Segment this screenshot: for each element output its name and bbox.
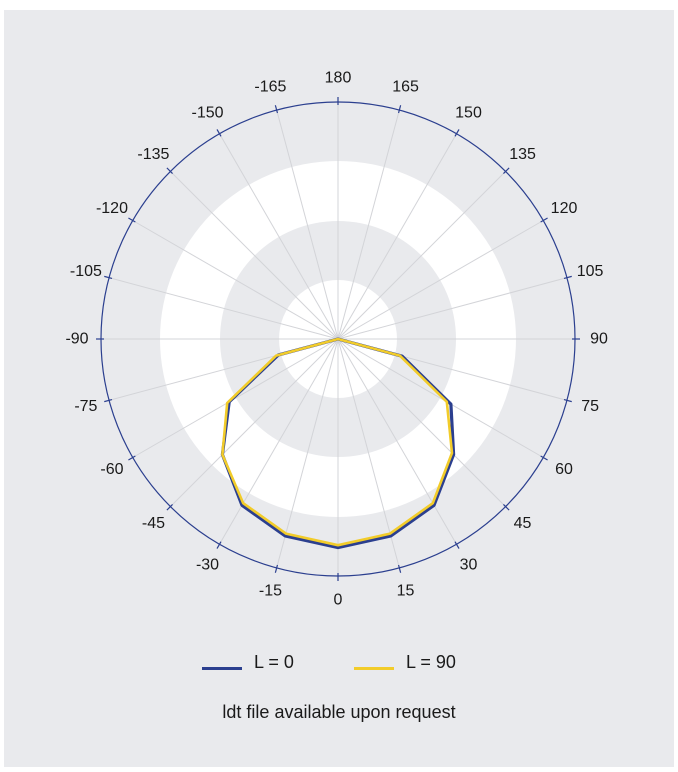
- tick-label-60: 60: [555, 461, 573, 478]
- tick-label-105: 105: [577, 263, 604, 280]
- series-1-point-15: [389, 532, 391, 535]
- tick-mark--60: [128, 455, 136, 461]
- spoke--120: [132, 220, 339, 340]
- polar-chart: 1801651501351201059075604530150-15-30-45…: [65, 70, 608, 609]
- spoke-45: [337, 338, 506, 507]
- spoke-60: [337, 338, 544, 458]
- tick-label-135: 135: [509, 146, 536, 163]
- series-1-point-90: [337, 338, 339, 340]
- tick-mark--30: [216, 541, 222, 549]
- spoke--15: [276, 338, 339, 569]
- tick-label-90: 90: [590, 331, 608, 348]
- legend-swatch-l0: [202, 667, 242, 670]
- spoke-120: [337, 220, 544, 340]
- angle-gridlines: [101, 102, 575, 576]
- spoke--165: [276, 109, 339, 340]
- tick-mark--120: [128, 217, 136, 223]
- tick-label-75: 75: [581, 398, 599, 415]
- spoke-135: [337, 171, 506, 340]
- angle-tick-marks: [96, 97, 580, 581]
- series-0-point-15: [389, 535, 392, 537]
- tick-label-15: 15: [397, 583, 415, 600]
- tick-mark-60: [540, 455, 548, 461]
- tick-label-0: 0: [334, 592, 343, 609]
- series-0-point-30: [433, 504, 435, 507]
- series-0-point--30: [241, 504, 243, 507]
- tick-mark-75: [563, 398, 572, 403]
- series-0-point-0: [337, 546, 339, 549]
- tick-mark--105: [104, 275, 113, 280]
- tick-mark-15: [397, 564, 402, 573]
- legend-label-l90: L = 90: [406, 652, 456, 672]
- spoke--60: [132, 338, 339, 458]
- series-1-point--30: [242, 502, 244, 504]
- series-1-point-30: [432, 502, 434, 504]
- tick-mark-105: [563, 275, 572, 280]
- tick-label--90: -90: [65, 331, 88, 348]
- tick-label-120: 120: [551, 200, 578, 217]
- tick-label--75: -75: [74, 398, 97, 415]
- tick-mark-135: [503, 167, 510, 174]
- tick-mark--75: [104, 398, 113, 403]
- series-1-point--45: [221, 453, 224, 456]
- spoke--135: [170, 171, 339, 340]
- legend: L = 0 L = 90: [4, 650, 674, 680]
- tick-label-165: 165: [392, 78, 419, 95]
- tick-label--135: -135: [137, 146, 169, 163]
- tick-mark--165: [274, 105, 279, 114]
- tick-mark--15: [274, 564, 279, 573]
- series-0-point--15: [284, 535, 287, 537]
- tick-label--105: -105: [70, 263, 102, 280]
- tick-mark--150: [216, 129, 222, 137]
- tick-label--150: -150: [191, 104, 223, 121]
- series-layer: [220, 337, 456, 550]
- series-0-point-45: [452, 453, 455, 456]
- footnote: ldt file available upon request: [222, 702, 456, 722]
- tick-label--165: -165: [254, 78, 286, 95]
- angle-tick-labels: 1801651501351201059075604530150-15-30-45…: [65, 70, 608, 609]
- legend-label-l0: L = 0: [254, 652, 294, 672]
- series-1-point--60: [226, 402, 228, 404]
- tick-label--15: -15: [259, 583, 282, 600]
- series-1-point-45: [451, 452, 453, 454]
- tick-mark--45: [166, 504, 173, 511]
- series-1-point--75: [275, 354, 277, 357]
- series-1-point-75: [399, 354, 401, 357]
- spoke-30: [337, 338, 457, 545]
- spoke--30: [219, 338, 339, 545]
- tick-label--120: -120: [96, 200, 128, 217]
- tick-label-150: 150: [455, 104, 482, 121]
- series-0-point-60: [450, 403, 452, 405]
- tick-label-45: 45: [514, 515, 532, 532]
- series-1-point-60: [445, 401, 448, 403]
- spoke-105: [337, 277, 568, 340]
- spoke--45: [170, 338, 339, 507]
- legend-swatch-l90: [354, 667, 394, 670]
- tick-mark-30: [454, 541, 460, 549]
- series-1-point-0: [337, 544, 339, 546]
- spoke--105: [108, 277, 339, 340]
- tick-label--30: -30: [196, 557, 219, 574]
- spoke-165: [337, 109, 400, 340]
- tick-label-30: 30: [460, 557, 478, 574]
- tick-mark-45: [503, 504, 510, 511]
- tick-mark-120: [540, 217, 548, 223]
- spoke-150: [337, 133, 457, 340]
- tick-label-180: 180: [325, 70, 352, 87]
- spoke-15: [337, 338, 400, 569]
- tick-label--45: -45: [142, 515, 165, 532]
- tick-mark-150: [454, 129, 460, 137]
- series-1-point--15: [285, 532, 287, 535]
- tick-mark-165: [397, 105, 402, 114]
- tick-label--60: -60: [100, 461, 123, 478]
- spoke--150: [219, 133, 339, 340]
- tick-mark--135: [166, 167, 173, 174]
- chart-panel: 180 165 150 135 120 105 90 75 60 45 30 15 0 -15 -30 -45…: [4, 10, 674, 767]
